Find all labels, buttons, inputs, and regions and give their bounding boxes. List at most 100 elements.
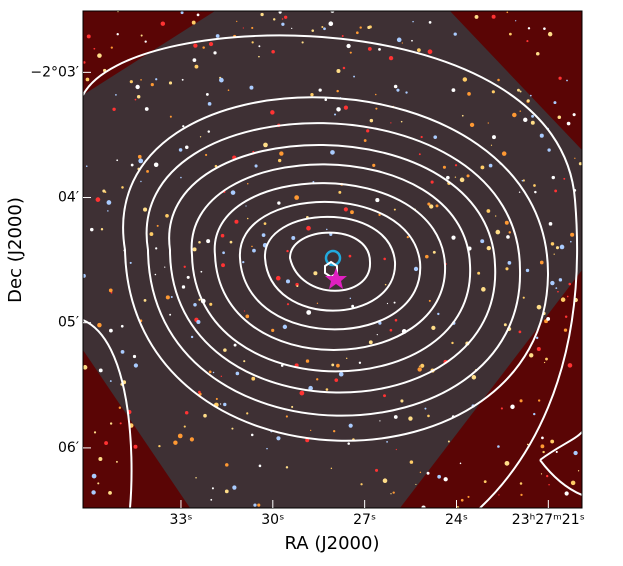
star <box>251 26 254 30</box>
star <box>511 404 515 408</box>
star <box>104 191 107 193</box>
star <box>459 462 462 465</box>
star <box>563 328 568 332</box>
star <box>507 261 512 265</box>
star <box>208 370 212 374</box>
star <box>260 12 264 17</box>
star <box>409 460 414 464</box>
star <box>211 487 214 490</box>
star <box>286 249 289 253</box>
star <box>353 75 356 78</box>
star <box>519 90 522 93</box>
star <box>443 477 448 482</box>
star <box>469 122 475 128</box>
star <box>454 176 457 178</box>
star <box>242 27 244 29</box>
star <box>487 122 489 124</box>
star <box>508 32 512 36</box>
star <box>281 22 285 26</box>
star <box>378 47 381 51</box>
star <box>334 113 337 116</box>
star <box>243 310 246 312</box>
star <box>155 78 158 81</box>
star <box>401 42 403 44</box>
star <box>525 268 530 273</box>
star <box>522 296 525 299</box>
star <box>144 40 147 43</box>
star <box>308 385 313 391</box>
star <box>498 494 500 496</box>
star <box>182 125 185 128</box>
x-tick-label: 30ˢ <box>261 512 284 528</box>
star <box>144 107 149 111</box>
star <box>106 200 112 205</box>
y-tick-label: 05′ <box>58 315 79 331</box>
star <box>252 248 256 253</box>
star <box>518 191 521 193</box>
star <box>83 365 88 370</box>
star <box>578 162 582 166</box>
star <box>243 360 246 363</box>
star <box>110 291 113 294</box>
star <box>540 444 545 449</box>
star <box>349 297 352 300</box>
star <box>149 232 154 236</box>
star <box>372 163 376 167</box>
star <box>164 266 166 268</box>
star <box>392 491 395 494</box>
star <box>225 463 229 467</box>
star <box>546 474 549 478</box>
star <box>494 215 497 217</box>
star <box>459 177 465 183</box>
y-tick-label: −2°03′ <box>30 64 79 80</box>
star <box>356 31 359 35</box>
star <box>393 84 398 89</box>
y-tick-label: 04′ <box>58 190 79 206</box>
star <box>574 157 576 159</box>
star <box>251 376 256 381</box>
star <box>263 222 267 225</box>
star <box>433 135 438 139</box>
star <box>566 79 568 82</box>
star <box>334 378 339 382</box>
star <box>236 20 238 23</box>
star <box>547 148 551 152</box>
star <box>219 403 222 405</box>
star <box>421 505 426 508</box>
star <box>480 239 485 244</box>
star <box>193 303 197 307</box>
star <box>160 21 166 26</box>
star <box>135 84 140 90</box>
star <box>376 334 378 336</box>
star <box>229 240 233 244</box>
star <box>566 121 571 126</box>
star <box>359 26 362 29</box>
star <box>153 162 159 168</box>
x-tick-label: 24ˢ <box>445 512 468 528</box>
star <box>343 105 349 110</box>
star <box>107 210 109 212</box>
star <box>548 222 553 226</box>
star <box>336 107 341 112</box>
star <box>451 341 454 345</box>
star <box>258 45 261 48</box>
star <box>285 466 289 469</box>
star <box>400 399 404 403</box>
star <box>310 92 314 97</box>
star <box>336 89 339 93</box>
star <box>417 48 421 52</box>
star <box>388 55 394 61</box>
y-axis-label: Dec (J2000) <box>5 197 26 303</box>
star <box>486 245 491 251</box>
star <box>338 190 342 194</box>
star <box>383 257 386 261</box>
star <box>220 233 225 238</box>
star <box>420 135 423 139</box>
star <box>570 232 575 237</box>
star <box>299 390 305 396</box>
star <box>121 186 124 189</box>
star <box>129 80 133 84</box>
star <box>271 328 275 332</box>
star <box>208 41 214 47</box>
star <box>474 14 479 19</box>
